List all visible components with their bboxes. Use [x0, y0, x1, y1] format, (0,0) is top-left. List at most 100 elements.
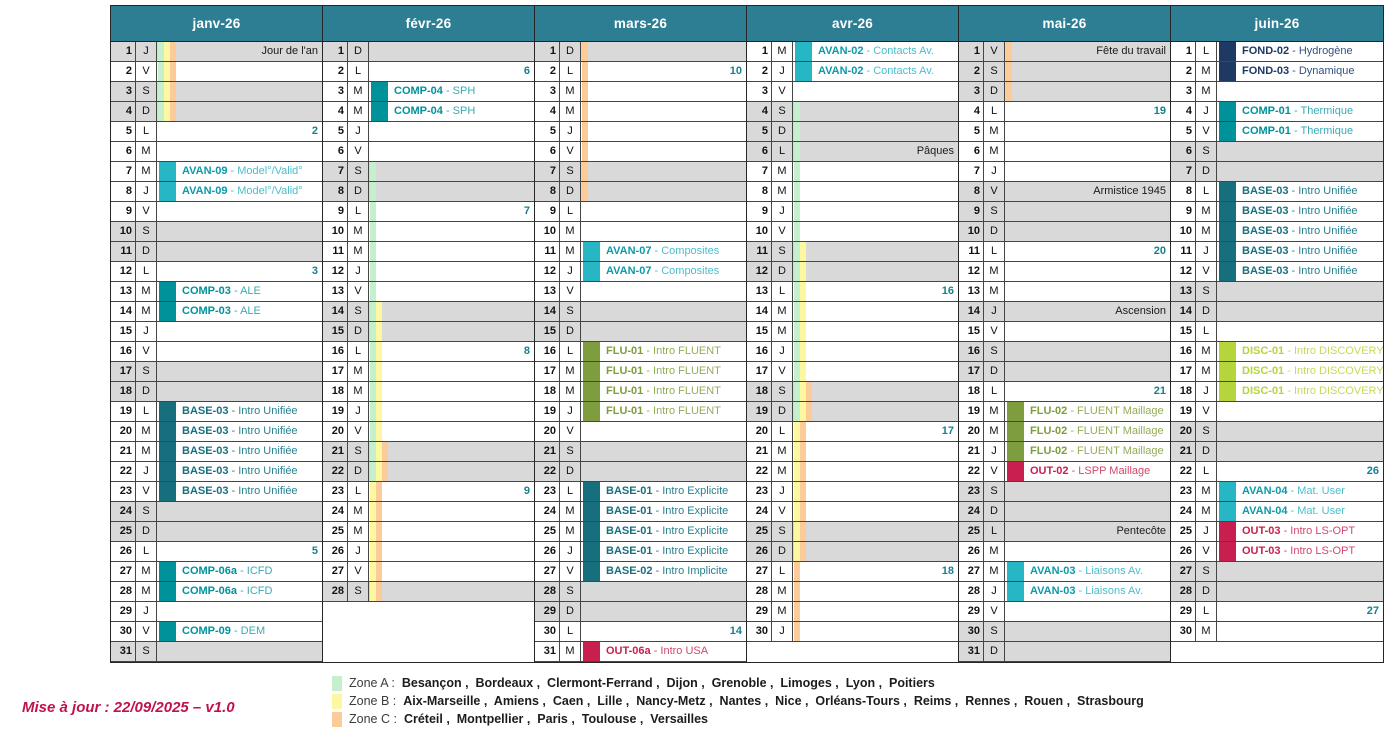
day-cell[interactable]: [1005, 222, 1170, 241]
day-cell[interactable]: [793, 602, 958, 621]
day-cell[interactable]: [369, 322, 534, 341]
day-cell[interactable]: [1005, 622, 1170, 641]
day-cell[interactable]: [1005, 162, 1170, 181]
day-cell[interactable]: [369, 222, 534, 241]
day-cell[interactable]: [1005, 322, 1170, 341]
day-cell[interactable]: [793, 202, 958, 221]
day-cell[interactable]: FLU-01 - Intro FLUENT: [581, 402, 746, 421]
day-cell[interactable]: FOND-02 - Hydrogène: [1217, 42, 1383, 61]
day-cell[interactable]: [1217, 142, 1383, 161]
day-cell[interactable]: DISC-01 - Intro DISCOVERY: [1217, 342, 1383, 361]
day-cell[interactable]: [369, 42, 534, 61]
day-cell[interactable]: [793, 302, 958, 321]
day-cell[interactable]: COMP-03 - ALE: [157, 282, 322, 301]
day-cell[interactable]: [1005, 142, 1170, 161]
day-cell[interactable]: Fête du travail: [1005, 42, 1170, 61]
day-cell[interactable]: BASE-03 - Intro Unifiée: [157, 482, 322, 501]
day-cell[interactable]: FLU-02 - FLUENT Maillage: [1005, 442, 1170, 461]
day-cell[interactable]: [157, 322, 322, 341]
day-cell[interactable]: [1005, 542, 1170, 561]
day-cell[interactable]: [157, 602, 322, 621]
day-cell[interactable]: [157, 242, 322, 261]
day-cell[interactable]: Pentecôte: [1005, 522, 1170, 541]
day-cell[interactable]: [1217, 582, 1383, 601]
day-cell[interactable]: [1005, 602, 1170, 621]
day-cell[interactable]: [793, 622, 958, 641]
day-cell[interactable]: BASE-03 - Intro Unifiée: [157, 462, 322, 481]
day-cell[interactable]: [1217, 402, 1383, 421]
day-cell[interactable]: [581, 182, 746, 201]
day-cell[interactable]: [369, 522, 534, 541]
day-cell[interactable]: FOND-03 - Dynamique: [1217, 62, 1383, 81]
day-cell[interactable]: [369, 162, 534, 181]
day-cell[interactable]: 7: [369, 202, 534, 221]
day-cell[interactable]: Ascension: [1005, 302, 1170, 321]
day-cell[interactable]: 8: [369, 342, 534, 361]
day-cell[interactable]: [1005, 642, 1170, 661]
day-cell[interactable]: [581, 462, 746, 481]
day-cell[interactable]: [369, 262, 534, 281]
day-cell[interactable]: [369, 282, 534, 301]
day-cell[interactable]: [581, 82, 746, 101]
day-cell[interactable]: [1217, 162, 1383, 181]
day-cell[interactable]: 18: [793, 562, 958, 581]
day-cell[interactable]: [369, 542, 534, 561]
day-cell[interactable]: [369, 302, 534, 321]
day-cell[interactable]: [369, 362, 534, 381]
day-cell[interactable]: [1005, 482, 1170, 501]
day-cell[interactable]: [369, 442, 534, 461]
day-cell[interactable]: [581, 322, 746, 341]
day-cell[interactable]: [369, 582, 534, 601]
day-cell[interactable]: 5: [157, 542, 322, 561]
day-cell[interactable]: DISC-01 - Intro DISCOVERY: [1217, 362, 1383, 381]
day-cell[interactable]: [1005, 62, 1170, 81]
day-cell[interactable]: [581, 202, 746, 221]
day-cell[interactable]: Armistice 1945: [1005, 182, 1170, 201]
day-cell[interactable]: 14: [581, 622, 746, 641]
day-cell[interactable]: FLU-01 - Intro FLUENT: [581, 382, 746, 401]
day-cell[interactable]: [581, 442, 746, 461]
day-cell[interactable]: AVAN-04 - Mat. User: [1217, 482, 1383, 501]
day-cell[interactable]: [793, 122, 958, 141]
day-cell[interactable]: [369, 182, 534, 201]
day-cell[interactable]: [1005, 202, 1170, 221]
day-cell[interactable]: [369, 142, 534, 161]
day-cell[interactable]: BASE-01 - Intro Explicite: [581, 482, 746, 501]
day-cell[interactable]: 3: [157, 262, 322, 281]
day-cell[interactable]: [581, 422, 746, 441]
day-cell[interactable]: 17: [793, 422, 958, 441]
day-cell[interactable]: [1217, 442, 1383, 461]
day-cell[interactable]: COMP-01 - Thermique: [1217, 102, 1383, 121]
day-cell[interactable]: [1217, 282, 1383, 301]
day-cell[interactable]: OUT-02 - LSPP Maillage: [1005, 462, 1170, 481]
day-cell[interactable]: AVAN-09 - Model°/Valid°: [157, 182, 322, 201]
day-cell[interactable]: [793, 182, 958, 201]
day-cell[interactable]: [157, 202, 322, 221]
day-cell[interactable]: [581, 102, 746, 121]
day-cell[interactable]: COMP-04 - SPH: [369, 82, 534, 101]
day-cell[interactable]: BASE-03 - Intro Unifiée: [157, 442, 322, 461]
day-cell[interactable]: BASE-01 - Intro Explicite: [581, 502, 746, 521]
day-cell[interactable]: [157, 102, 322, 121]
day-cell[interactable]: AVAN-04 - Mat. User: [1217, 502, 1383, 521]
day-cell[interactable]: 20: [1005, 242, 1170, 261]
day-cell[interactable]: 26: [1217, 462, 1383, 481]
day-cell[interactable]: AVAN-02 - Contacts Av.: [793, 62, 958, 81]
day-cell[interactable]: [369, 122, 534, 141]
day-cell[interactable]: [369, 562, 534, 581]
day-cell[interactable]: BASE-03 - Intro Unifiée: [1217, 182, 1383, 201]
day-cell[interactable]: [157, 522, 322, 541]
day-cell[interactable]: AVAN-03 - Liaisons Av.: [1005, 562, 1170, 581]
day-cell[interactable]: 10: [581, 62, 746, 81]
day-cell[interactable]: FLU-02 - FLUENT Maillage: [1005, 402, 1170, 421]
day-cell[interactable]: [157, 382, 322, 401]
day-cell[interactable]: AVAN-07 - Composites: [581, 242, 746, 261]
day-cell[interactable]: [581, 282, 746, 301]
day-cell[interactable]: BASE-03 - Intro Unifiée: [1217, 222, 1383, 241]
day-cell[interactable]: [1005, 342, 1170, 361]
day-cell[interactable]: 6: [369, 62, 534, 81]
day-cell[interactable]: DISC-01 - Intro DISCOVERY: [1217, 382, 1383, 401]
day-cell[interactable]: [793, 222, 958, 241]
day-cell[interactable]: AVAN-02 - Contacts Av.: [793, 42, 958, 61]
day-cell[interactable]: [581, 162, 746, 181]
